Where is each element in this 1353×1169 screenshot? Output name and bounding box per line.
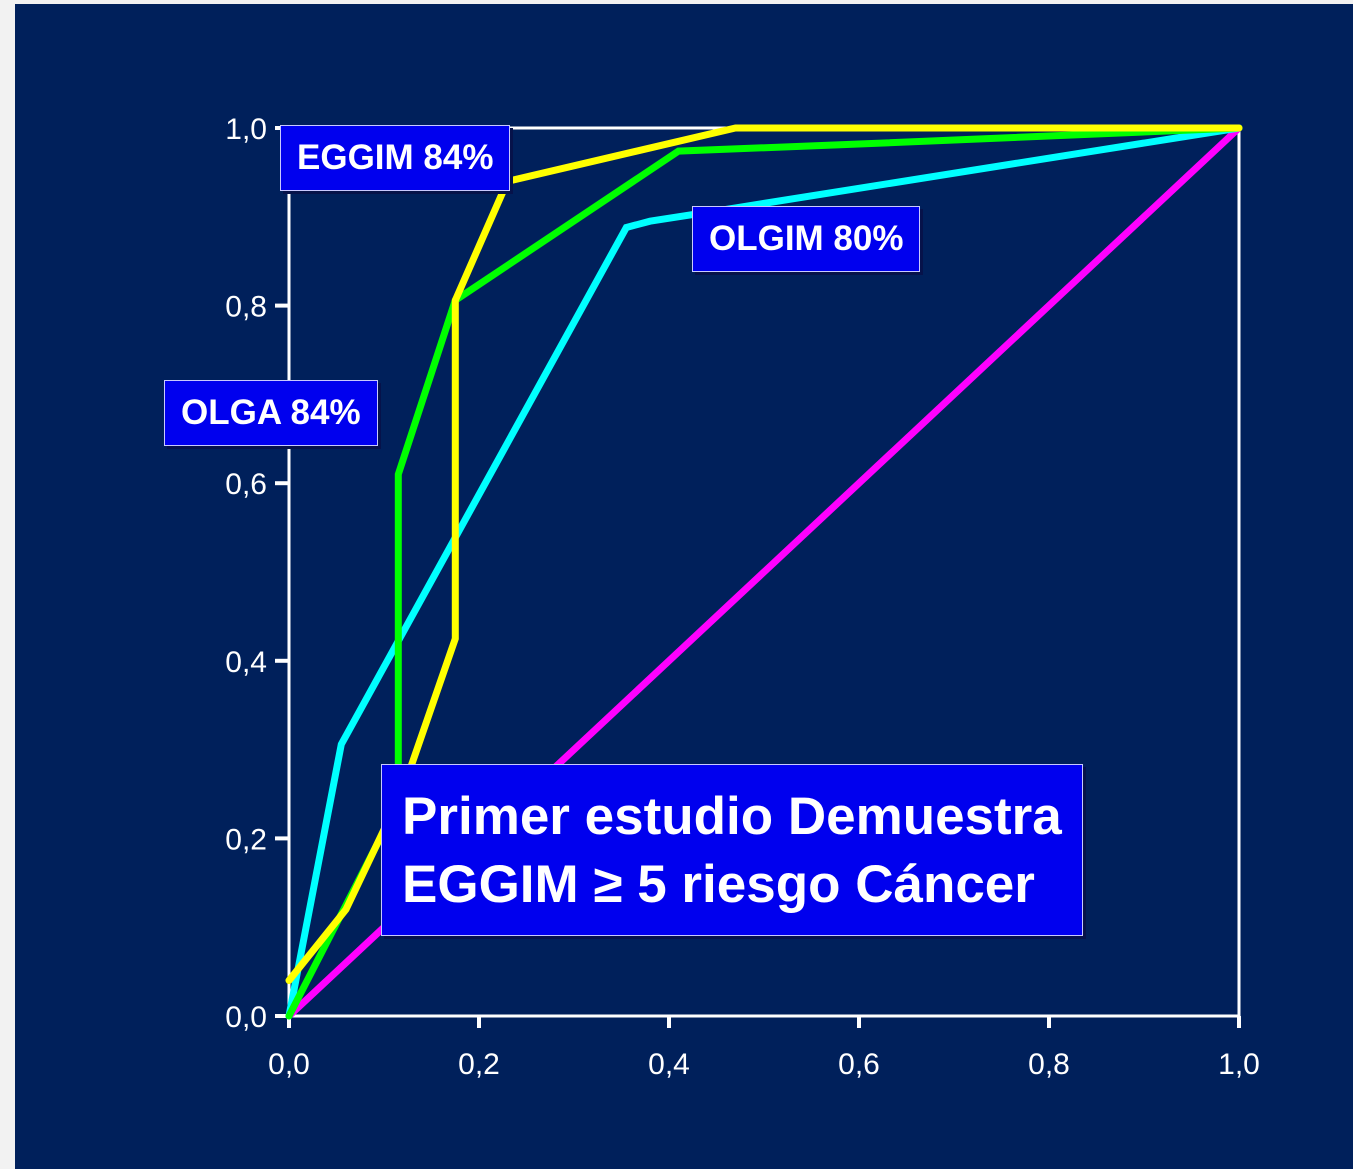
y-tick-label: 0,2 <box>225 823 267 856</box>
x-tick-label: 0,6 <box>838 1048 880 1081</box>
roc-curve-2 <box>285 124 1243 1020</box>
y-tick-label: 1,0 <box>225 113 267 146</box>
eggim-label: EGGIM 84% <box>280 125 511 191</box>
x-tick-label: 0,4 <box>648 1048 690 1081</box>
x-tick-label: 0,0 <box>268 1048 310 1081</box>
slide-background: 0,0 0,2 0,4 0,6 0,8 1,0 0,0 0,2 0,4 0,6 0,8 1,0 EGG… <box>15 4 1353 1169</box>
y-tick-label: 0,0 <box>225 1001 267 1034</box>
olga-label: OLGA 84% <box>164 380 378 446</box>
y-tick-label: 0,8 <box>225 291 267 324</box>
conclusion-line-1: Primer estudio Demuestra <box>402 787 1062 846</box>
x-tick-label: 0,8 <box>1028 1048 1070 1081</box>
x-tick-label: 0,2 <box>458 1048 500 1081</box>
x-tick-label: 1,0 <box>1218 1048 1260 1081</box>
roc-chart: 0,0 0,2 0,4 0,6 0,8 1,0 0,0 0,2 0,4 0,6 0,8 1,0 <box>225 113 1260 1081</box>
olgim-label: OLGIM 80% <box>692 206 921 272</box>
conclusion-box: Primer estudio Demuestra EGGIM ≥ 5 riesg… <box>381 764 1083 936</box>
y-tick-label: 0,6 <box>225 468 267 501</box>
roc-curve-4 <box>285 124 1243 984</box>
conclusion-line-2: EGGIM ≥ 5 riesgo Cáncer <box>402 855 1035 914</box>
y-tick-label: 0,4 <box>225 646 267 679</box>
